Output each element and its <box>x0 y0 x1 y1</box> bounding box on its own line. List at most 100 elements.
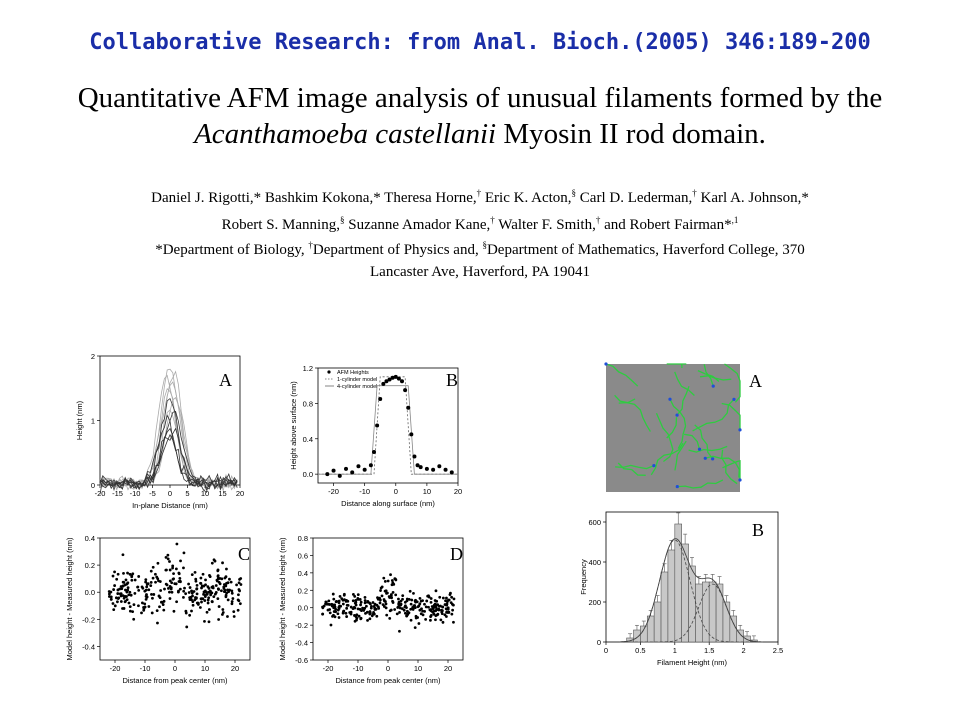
residual-point <box>230 600 234 603</box>
residual-point <box>348 611 352 614</box>
residual-point <box>239 583 243 586</box>
afm-height-point <box>372 450 376 455</box>
residual-point <box>137 604 140 608</box>
residual-point <box>203 593 207 597</box>
residual-point <box>388 596 392 599</box>
residual-point <box>353 594 357 598</box>
residual-point <box>190 589 193 593</box>
residual-point <box>145 593 148 596</box>
residual-point <box>429 618 432 622</box>
afm-height-point <box>393 374 398 379</box>
x-tick-label: -10 <box>130 489 141 498</box>
profile-line <box>99 414 238 494</box>
residual-point <box>145 585 149 589</box>
residual-point <box>113 584 117 587</box>
x-tick-label: -10 <box>353 664 364 673</box>
x-tick-label: 0 <box>386 664 390 673</box>
residual-point <box>177 571 181 575</box>
residual-point <box>187 582 190 586</box>
afm-filament <box>721 402 741 430</box>
x-tick-label: 20 <box>236 489 244 498</box>
residual-point <box>440 612 444 616</box>
residual-point <box>330 602 334 606</box>
afm-filament <box>683 433 701 450</box>
afm-filament-end <box>703 456 707 460</box>
afm-height-point <box>443 467 448 472</box>
residual-point <box>331 614 334 618</box>
residual-point <box>359 600 363 604</box>
residual-point <box>158 605 161 609</box>
residual-point <box>353 619 357 623</box>
residual-point <box>443 613 447 617</box>
afm-height-point <box>356 464 361 469</box>
residual-point <box>409 607 413 611</box>
x-tick-label: 10 <box>423 487 431 496</box>
afm-height-point <box>331 468 336 473</box>
residual-point <box>149 584 153 588</box>
residual-point <box>159 589 163 592</box>
residual-point <box>441 605 445 609</box>
title-line-1: Quantitative AFM image analysis of unusu… <box>77 82 883 114</box>
residual-point <box>407 611 411 615</box>
residual-point <box>151 596 154 600</box>
afm-height-point <box>337 473 342 478</box>
residual-point <box>370 605 373 608</box>
residual-point <box>408 589 412 593</box>
afm-filament-end <box>732 397 736 401</box>
residual-point <box>205 610 209 614</box>
x-tick-label: 1 <box>673 646 677 655</box>
residual-point <box>195 584 199 587</box>
residual-point <box>364 611 367 615</box>
residual-point <box>434 618 437 622</box>
residual-point <box>160 600 163 604</box>
afm-filament <box>722 459 741 480</box>
residual-point <box>384 602 388 606</box>
panel-label-d: D <box>450 544 463 564</box>
residual-point <box>170 590 174 594</box>
residual-point <box>201 572 205 576</box>
residual-point <box>131 610 135 614</box>
residual-point <box>182 589 186 593</box>
residual-point <box>116 592 120 595</box>
residual-point <box>401 594 405 598</box>
author-text: Carl D. Lederman, <box>576 190 693 206</box>
residual-point <box>195 587 199 591</box>
histogram-bar <box>660 571 669 643</box>
afm-height-point <box>418 465 423 470</box>
residual-point <box>383 579 387 583</box>
fit-component-curve <box>619 583 763 643</box>
residual-point <box>353 601 357 605</box>
residual-point <box>175 600 179 604</box>
residual-point <box>200 600 203 604</box>
residual-point <box>324 602 327 606</box>
x-tick-label: -20 <box>110 664 121 673</box>
residual-point <box>158 580 162 583</box>
residual-point <box>379 589 382 592</box>
residual-point <box>126 588 130 592</box>
afm-filament-end <box>604 362 608 366</box>
affil-text: Department of Physics and, <box>312 242 483 258</box>
residual-point <box>230 591 234 595</box>
residual-point <box>131 572 135 576</box>
residual-point <box>223 590 227 593</box>
residual-point <box>122 607 126 610</box>
residual-point <box>437 608 441 612</box>
profile-line <box>99 433 238 490</box>
residual-point <box>116 572 120 576</box>
legend-entry: AFM Heights <box>337 370 369 376</box>
residual-point <box>450 602 454 606</box>
residual-point <box>419 612 423 616</box>
residual-point <box>204 583 207 587</box>
afm-height-point <box>390 375 395 380</box>
residual-point <box>198 606 202 609</box>
plot-frame <box>317 367 459 484</box>
afm-height-point <box>406 405 411 410</box>
afm-filament-end <box>675 484 679 489</box>
profile-line <box>99 387 238 492</box>
residual-point <box>382 576 386 580</box>
residual-point <box>427 605 430 609</box>
residual-point <box>116 600 119 604</box>
residual-point <box>152 593 156 596</box>
residual-point <box>185 625 189 629</box>
residual-point <box>357 614 361 618</box>
